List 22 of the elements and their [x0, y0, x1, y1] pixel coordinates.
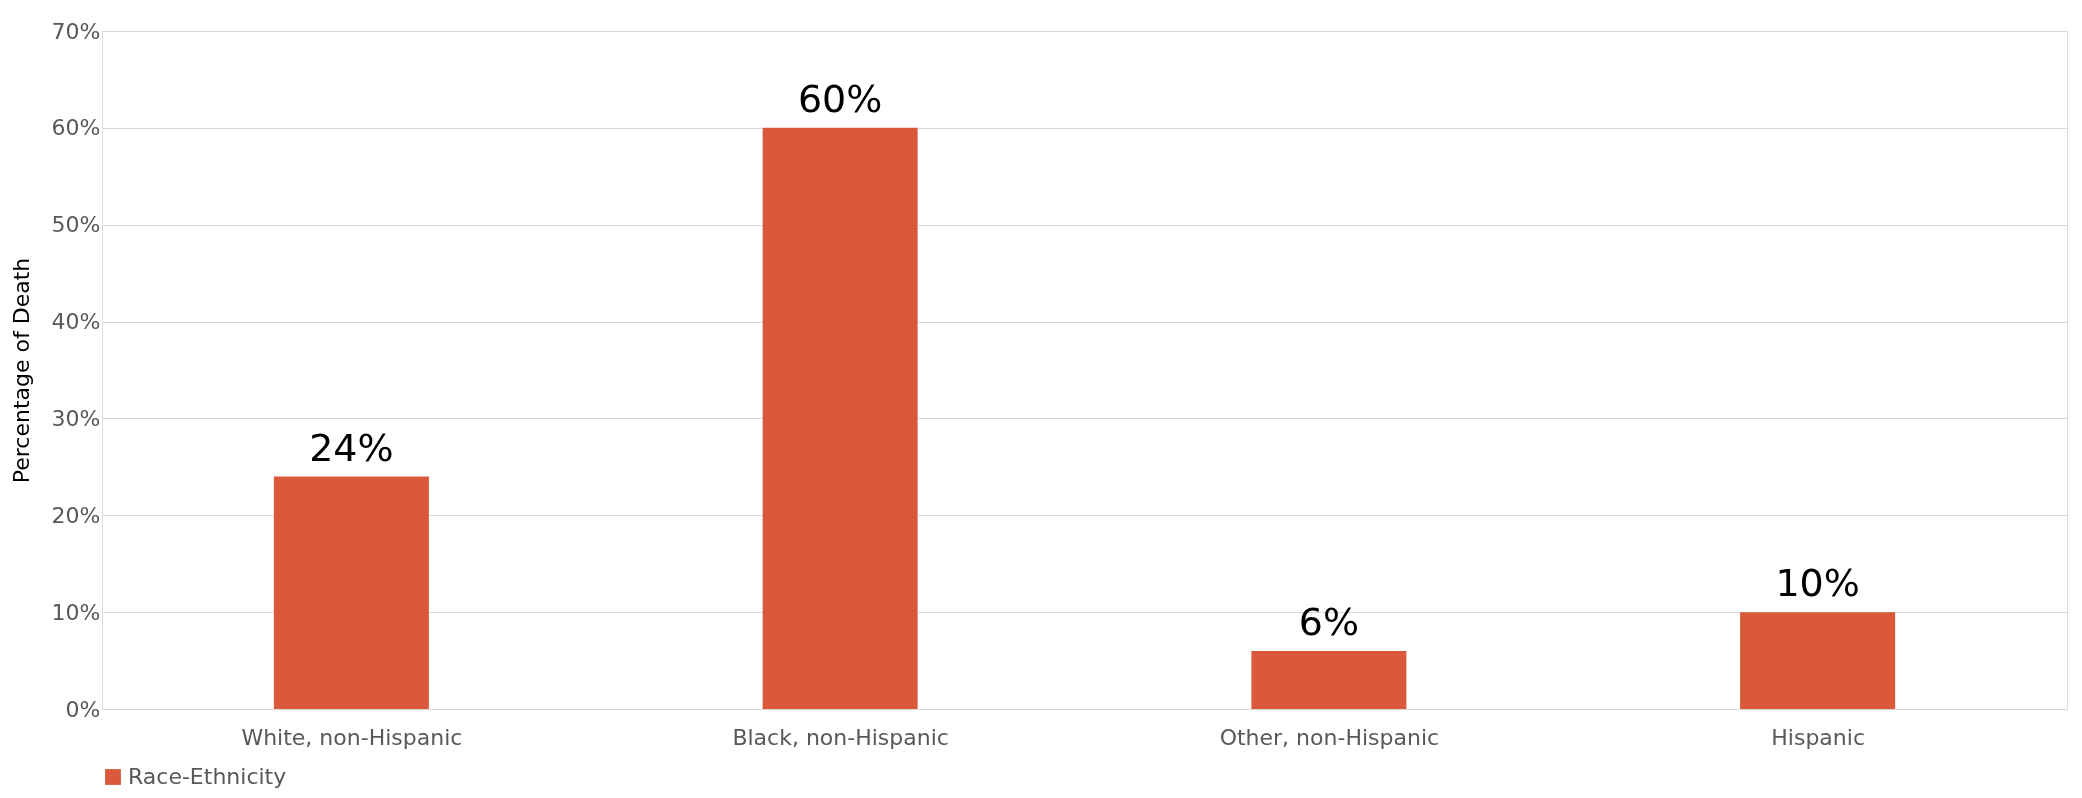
- data-label: 10%: [1775, 561, 1860, 606]
- y-tick-label: 70%: [51, 18, 101, 44]
- y-tick-label: 20%: [51, 502, 101, 528]
- bar: [1740, 612, 1896, 709]
- y-tick-label: 10%: [51, 599, 101, 625]
- x-tick-label: White, non-Hispanic: [241, 724, 463, 750]
- x-tick-label: Hispanic: [1771, 724, 1865, 750]
- y-tick-label: 40%: [51, 309, 101, 335]
- bar: [762, 127, 918, 709]
- bar: [273, 476, 429, 709]
- legend-label: Race-Ethnicity: [128, 764, 287, 789]
- y-axis-title: Percentage of Death: [8, 257, 34, 484]
- y-tick-label: 0%: [65, 696, 101, 722]
- data-label: 6%: [1298, 599, 1360, 644]
- data-label: 60%: [797, 76, 883, 121]
- bar: [1251, 650, 1407, 709]
- y-tick-label: 50%: [51, 212, 101, 238]
- x-tick-label: Black, non-Hispanic: [732, 724, 949, 750]
- data-label: 24%: [309, 425, 394, 470]
- y-tick-label: 30%: [51, 405, 101, 431]
- x-tick-label: Other, non-Hispanic: [1219, 724, 1440, 750]
- y-tick-label: 60%: [51, 115, 101, 141]
